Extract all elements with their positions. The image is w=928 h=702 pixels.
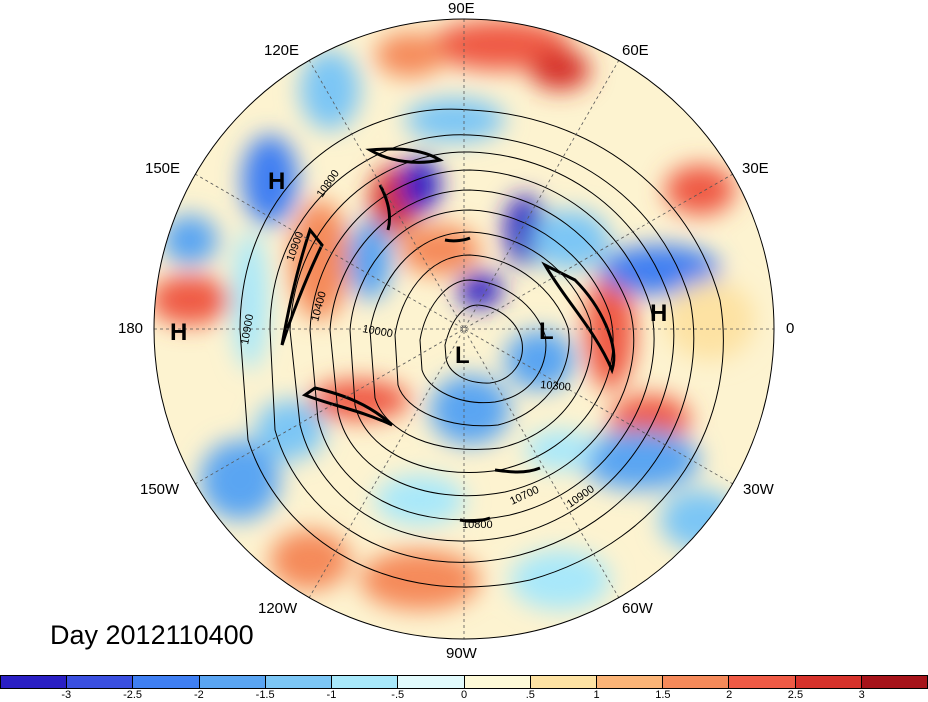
colorbar-swatch <box>199 676 266 688</box>
lon-label-150e: 150E <box>145 160 181 177</box>
colorbar-swatch <box>795 676 862 688</box>
colorbar-swatch <box>596 676 664 688</box>
high-pressure-marker: H <box>268 168 286 195</box>
colorbar <box>0 675 928 689</box>
lon-label-90e: 90E <box>448 0 475 17</box>
colorbar-swatch <box>133 676 200 688</box>
colorbar-tick-label: 3 <box>858 689 865 701</box>
lon-label-90w: 90W <box>446 645 477 662</box>
colorbar-swatch <box>861 676 928 688</box>
contour-label: 10800 <box>462 519 493 531</box>
height-contours <box>239 108 724 588</box>
low-pressure-marker: L <box>539 318 554 345</box>
colorbar-tick-label: 1 <box>593 689 600 701</box>
colorbar-swatch <box>265 676 333 688</box>
lon-label-120w: 120W <box>258 600 298 617</box>
colorbar-tick-label: 2.5 <box>787 689 804 701</box>
high-pressure-marker: H <box>170 319 188 346</box>
colorbar-swatch <box>464 676 531 688</box>
lon-label-60e: 60E <box>622 42 649 59</box>
lon-label-180: 180 <box>118 320 144 337</box>
colorbar-swatch <box>398 676 465 688</box>
colorbar-tick-label: -2 <box>193 689 204 701</box>
colorbar-tick-label: -.5 <box>391 689 405 701</box>
lon-label-120e: 120E <box>264 42 300 59</box>
lon-label-150w: 150W <box>140 481 180 498</box>
graticule <box>154 19 774 639</box>
colorbar-tick-label: .5 <box>525 689 535 701</box>
colorbar-swatch <box>530 676 597 688</box>
contour-label: 10300 <box>540 379 572 394</box>
colorbar-tick-label: 2 <box>726 689 733 701</box>
colorbar-swatch <box>67 676 134 688</box>
lon-label-0: 0 <box>786 320 795 337</box>
colorbar-swatch <box>729 676 796 688</box>
colorbar-swatch <box>663 676 730 688</box>
map-boundary <box>153 18 775 640</box>
contour-label: 10000 <box>361 323 393 340</box>
contour-label: 10900 <box>239 313 256 345</box>
wind-contours <box>280 147 616 523</box>
colorbar-tick-label: -1.5 <box>255 689 275 701</box>
high-pressure-marker: H <box>650 300 668 327</box>
lon-label-30w: 30W <box>743 481 774 498</box>
low-pressure-marker: L <box>455 342 470 369</box>
lon-label-60w: 60W <box>622 600 653 617</box>
colorbar-swatch <box>332 676 399 688</box>
colorbar-tick-label: 1.5 <box>655 689 671 701</box>
colorbar-tick-label: -2.5 <box>123 689 143 701</box>
colorbar-tick-label: -1 <box>326 689 337 701</box>
lon-label-30e: 30E <box>742 160 769 177</box>
colorbar-tick-label: -3 <box>61 689 72 701</box>
colorbar-swatch <box>1 676 68 688</box>
colorbar-tick-label: 0 <box>460 689 468 701</box>
day-label: Day 2012110400 <box>50 620 254 650</box>
